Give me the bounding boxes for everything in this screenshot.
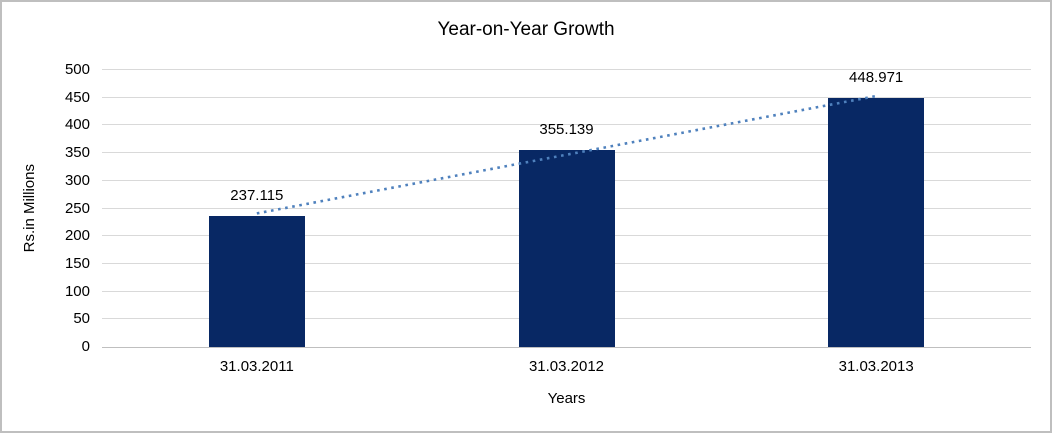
trendline (256, 94, 877, 215)
y-tick-label: 0 (81, 338, 90, 355)
y-tick-label: 50 (73, 310, 90, 328)
y-tick-label: 250 (64, 199, 90, 217)
chart-title: Year-on-Year Growth (437, 19, 615, 40)
y-tick-label: 200 (64, 227, 90, 245)
bar (828, 98, 925, 347)
data-label: 237.115 (230, 186, 284, 204)
y-tick-label: 450 (64, 88, 90, 106)
data-label: 448.971 (849, 69, 904, 87)
y-tick-label: 500 (64, 61, 90, 78)
y-tick-label: 300 (64, 171, 90, 189)
plot-area: 237.115 355.139 448.971 (102, 69, 1031, 348)
y-tick-label: 350 (64, 144, 90, 162)
trendline-dotted (256, 94, 877, 215)
gridline-500 (102, 69, 1031, 70)
x-tick-label: 31.03.2013 (838, 358, 914, 375)
x-axis-line (102, 347, 1031, 348)
x-tick-label: 31.03.2011 (219, 358, 294, 375)
y-tick-label: 100 (64, 282, 90, 300)
y-tick-label: 150 (64, 254, 90, 272)
bar (518, 150, 615, 347)
x-axis-title: Years (547, 390, 586, 407)
gridline-400 (102, 124, 1031, 126)
y-tick-label: 400 (64, 116, 90, 134)
data-label: 355.139 (539, 121, 594, 139)
x-tick-label: 31.03.2012 (528, 358, 605, 375)
bar (208, 215, 305, 347)
gridline-450 (102, 96, 1031, 98)
